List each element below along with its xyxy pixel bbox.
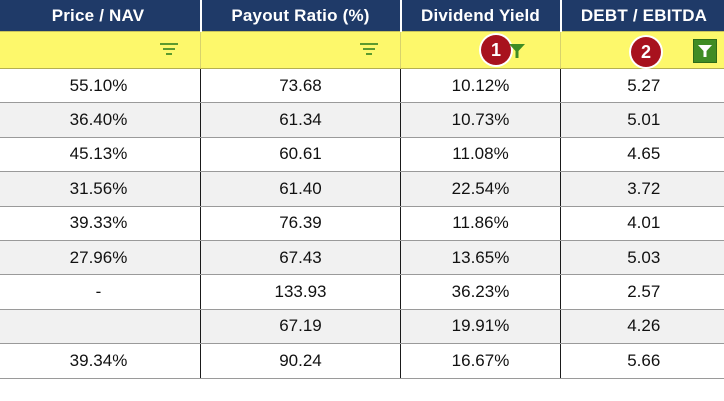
table-row: 55.10% 73.68 10.12% 5.27 bbox=[0, 68, 724, 104]
filter-cell-dividend-yield: 1 bbox=[400, 31, 561, 69]
cell-price-nav[interactable]: 45.13% bbox=[0, 137, 201, 173]
column-header-dividend-yield[interactable]: Dividend Yield bbox=[399, 0, 561, 32]
cell-debt-ebitda[interactable]: 5.03 bbox=[560, 240, 724, 276]
cell-debt-ebitda[interactable]: 5.27 bbox=[560, 68, 724, 104]
table-row: 39.34% 90.24 16.67% 5.66 bbox=[0, 343, 724, 379]
cell-debt-ebitda[interactable]: 4.01 bbox=[560, 206, 724, 241]
cell-payout-ratio[interactable]: 67.19 bbox=[200, 309, 401, 345]
cell-dividend-yield[interactable]: 16.67% bbox=[400, 343, 561, 379]
cell-dividend-yield[interactable]: 36.23% bbox=[400, 274, 561, 310]
cell-price-nav[interactable] bbox=[0, 309, 201, 345]
cell-debt-ebitda[interactable]: 4.65 bbox=[560, 137, 724, 173]
table-row: 67.19 19.91% 4.26 bbox=[0, 309, 724, 345]
cell-dividend-yield[interactable]: 11.08% bbox=[400, 137, 561, 173]
cell-debt-ebitda[interactable]: 4.26 bbox=[560, 309, 724, 345]
cell-payout-ratio[interactable]: 76.39 bbox=[200, 206, 401, 241]
filter-row: 1 2 bbox=[0, 31, 724, 69]
table-body: 55.10% 73.68 10.12% 5.27 36.40% 61.34 10.73% 5.… bbox=[0, 68, 724, 379]
table-row: 27.96% 67.43 13.65% 5.03 bbox=[0, 240, 724, 276]
cell-payout-ratio[interactable]: 61.34 bbox=[200, 102, 401, 138]
table-row: -133.93 36.23% 2.57 bbox=[0, 274, 724, 310]
table-row: 31.56% 61.40 22.54% 3.72 bbox=[0, 171, 724, 207]
column-header-debt-ebitda[interactable]: DEBT / EBITDA bbox=[559, 0, 724, 32]
callout-badge-1: 1 bbox=[481, 35, 511, 65]
cell-debt-ebitda[interactable]: 5.66 bbox=[560, 343, 724, 379]
data-table: Price / NAV Payout Ratio (%) Dividend Yi… bbox=[0, 0, 724, 379]
header-row: Price / NAV Payout Ratio (%) Dividend Yi… bbox=[0, 0, 724, 32]
sort-filter-icon[interactable] bbox=[160, 43, 178, 57]
table-row: 39.33% 76.39 11.86% 4.01 bbox=[0, 206, 724, 241]
column-header-price-nav[interactable]: Price / NAV bbox=[0, 0, 201, 32]
filter-cell-debt-ebitda: 2 bbox=[560, 31, 724, 69]
cell-price-nav[interactable]: 39.34% bbox=[0, 343, 201, 379]
filter-cell-payout-ratio bbox=[200, 31, 401, 69]
cell-debt-ebitda[interactable]: 3.72 bbox=[560, 171, 724, 207]
cell-payout-ratio[interactable]: 133.93 bbox=[200, 274, 401, 310]
cell-price-nav[interactable]: 31.56% bbox=[0, 171, 201, 207]
cell-price-nav[interactable]: - bbox=[0, 274, 201, 310]
cell-dividend-yield[interactable]: 13.65% bbox=[400, 240, 561, 276]
callout-badge-2: 2 bbox=[631, 37, 661, 67]
cell-dividend-yield[interactable]: 19.91% bbox=[400, 309, 561, 345]
cell-payout-ratio[interactable]: 90.24 bbox=[200, 343, 401, 379]
funnel-boxed-active-icon[interactable] bbox=[692, 39, 717, 63]
cell-debt-ebitda[interactable]: 5.01 bbox=[560, 102, 724, 138]
cell-payout-ratio[interactable]: 60.61 bbox=[200, 137, 401, 173]
cell-payout-ratio[interactable]: 73.68 bbox=[200, 68, 401, 104]
cell-dividend-yield[interactable]: 10.73% bbox=[400, 102, 561, 138]
cell-price-nav[interactable]: 39.33% bbox=[0, 206, 201, 241]
sort-filter-icon[interactable] bbox=[360, 43, 378, 57]
table-row: 36.40% 61.34 10.73% 5.01 bbox=[0, 102, 724, 138]
cell-debt-ebitda[interactable]: 2.57 bbox=[560, 274, 724, 310]
table-row: 45.13% 60.61 11.08% 4.65 bbox=[0, 137, 724, 173]
cell-price-nav[interactable]: 55.10% bbox=[0, 68, 201, 104]
cell-payout-ratio[interactable]: 67.43 bbox=[200, 240, 401, 276]
cell-price-nav[interactable]: 36.40% bbox=[0, 102, 201, 138]
column-header-payout-ratio[interactable]: Payout Ratio (%) bbox=[199, 0, 401, 32]
cell-payout-ratio[interactable]: 61.40 bbox=[200, 171, 401, 207]
cell-dividend-yield[interactable]: 22.54% bbox=[400, 171, 561, 207]
cell-dividend-yield[interactable]: 11.86% bbox=[400, 206, 561, 241]
funnel-active-icon[interactable] bbox=[508, 42, 526, 60]
filter-cell-price-nav bbox=[0, 31, 201, 69]
cell-dividend-yield[interactable]: 10.12% bbox=[400, 68, 561, 104]
cell-price-nav[interactable]: 27.96% bbox=[0, 240, 201, 276]
